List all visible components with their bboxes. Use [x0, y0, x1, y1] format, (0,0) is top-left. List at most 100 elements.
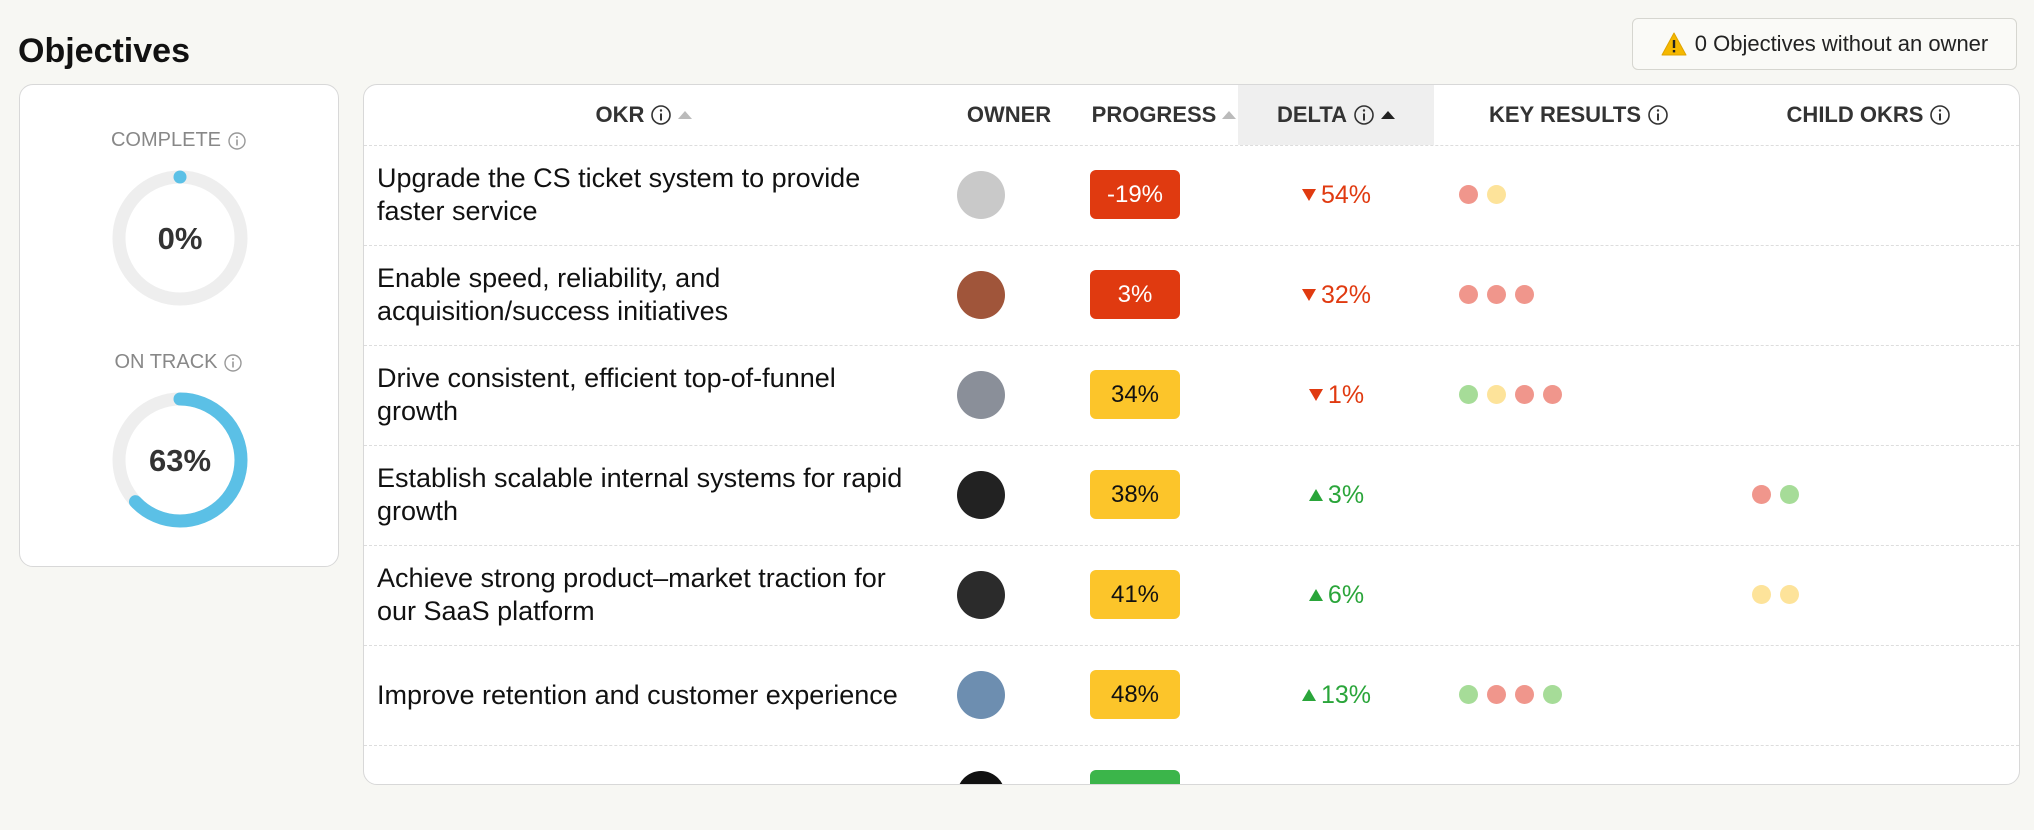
key-results-dots	[1459, 385, 1562, 404]
info-icon[interactable]	[1647, 104, 1669, 126]
delta: 32%	[1238, 245, 1434, 345]
okr-title[interactable]: Drive consistent, efficient top-of-funne…	[377, 363, 836, 426]
unowned-warning-button[interactable]: 0 Objectives without an owner	[1632, 18, 2017, 70]
warning-text: 0 Objectives without an owner	[1694, 31, 1989, 56]
okr-title[interactable]: Achieve strong product–market traction f…	[377, 563, 886, 626]
column-header[interactable]: OWNER	[939, 85, 1079, 145]
okr-table: OKR OWNER PROGRESS DELTA KEY RESULTS CHILD OK…	[363, 84, 2020, 785]
status-dot	[1459, 185, 1478, 204]
owner-avatar	[957, 771, 1005, 784]
delta-value: 3%	[1327, 480, 1365, 509]
column-header[interactable]: PROGRESS	[1079, 85, 1249, 145]
on-track-donut	[112, 392, 248, 528]
info-icon[interactable]	[650, 104, 672, 126]
column-header[interactable]: KEY RESULTS	[1434, 85, 1724, 145]
okr-title[interactable]: Improve measurement, targeting, and	[377, 745, 917, 785]
info-dot	[1656, 109, 1660, 112]
trend-arrow	[1308, 489, 1323, 501]
status-dot	[1487, 285, 1506, 304]
trend-arrow	[1301, 689, 1316, 701]
info-ring	[1930, 105, 1951, 125]
trend-triangle	[1308, 489, 1323, 501]
owner-avatar	[957, 571, 1005, 619]
delta-value: 1%	[1327, 380, 1365, 409]
column-title: DELTA	[1276, 102, 1348, 127]
trend-arrow	[1308, 389, 1323, 401]
info-ring	[1648, 105, 1668, 125]
okr-title[interactable]: Establish scalable internal systems for …	[377, 463, 903, 526]
trend-arrow	[1301, 289, 1316, 301]
column-header[interactable]: CHILD OKRS	[1724, 85, 2014, 145]
delta-value: 6%	[1327, 580, 1365, 609]
status-dot	[1487, 385, 1506, 404]
column-header[interactable]: OKR	[364, 85, 924, 145]
table-row[interactable]: Improve retention and customer experienc…	[364, 645, 2019, 746]
key-results-dots	[1459, 285, 1534, 304]
column-title: OWNER	[966, 102, 1052, 127]
status-dot	[1459, 385, 1478, 404]
table-row[interactable]: Improve measurement, targeting, and 73%	[364, 745, 2019, 785]
status-dot	[1487, 185, 1506, 204]
key-results-dots	[1459, 685, 1562, 704]
sorted-column-bg	[1238, 85, 1434, 145]
page-title: Objectives	[18, 32, 190, 70]
delta: 6%	[1238, 545, 1434, 645]
trend-triangle	[1301, 689, 1316, 701]
trend-triangle	[1301, 189, 1316, 201]
sort-arrow	[678, 111, 693, 119]
delta: 1%	[1238, 345, 1434, 445]
complete-donut	[112, 170, 248, 306]
column-header[interactable]: DELTA	[1238, 85, 1434, 145]
owner-avatar	[957, 671, 1005, 719]
delta: 13%	[1238, 645, 1434, 745]
progress-badge: 3%	[1090, 270, 1180, 319]
status-dot	[1780, 585, 1799, 604]
info-icon[interactable]	[1353, 104, 1375, 126]
trend-triangle	[1301, 289, 1316, 301]
info-stem	[1657, 113, 1659, 121]
info-icon[interactable]	[1929, 104, 1951, 126]
child-okrs-dots	[1752, 585, 1799, 604]
info-dot	[1362, 109, 1366, 112]
owner-avatar	[957, 171, 1005, 219]
info-icon[interactable]	[223, 353, 243, 373]
complete-metric: COMPLETE	[20, 129, 338, 152]
key-results-dots	[1459, 185, 1506, 204]
info-stem	[1363, 113, 1366, 121]
progress-badge: -19%	[1090, 170, 1180, 219]
metric-label: COMPLETE	[110, 129, 222, 151]
on-track-value: 63%	[148, 443, 212, 478]
delta-value: 32%	[1320, 280, 1372, 309]
on-track-metric: ON TRACK	[20, 351, 338, 374]
okr-title[interactable]: Enable speed, reliability, and acquisiti…	[377, 263, 729, 326]
column-title: KEY RESULTS	[1489, 102, 1641, 127]
table-row[interactable]: Drive consistent, efficient top-of-funne…	[364, 345, 2019, 446]
progress-badge: 41%	[1090, 570, 1180, 619]
info-stem	[660, 113, 663, 121]
table-row[interactable]: Upgrade the CS ticket system to provide …	[364, 145, 2019, 246]
sort-arrow	[1381, 111, 1396, 119]
info-icon[interactable]	[227, 131, 247, 151]
metric-label: ON TRACK	[114, 351, 218, 373]
delta-value: 13%	[1320, 680, 1372, 709]
delta: 54%	[1238, 145, 1434, 245]
donut-arc	[112, 170, 248, 306]
table-row[interactable]: Establish scalable internal systems for …	[364, 445, 2019, 546]
progress-badge: 73%	[1090, 770, 1180, 784]
table-row[interactable]: Enable speed, reliability, and acquisiti…	[364, 245, 2019, 346]
okr-title[interactable]: Upgrade the CS ticket system to provide …	[377, 163, 861, 226]
trend-triangle	[1308, 389, 1323, 401]
table-row[interactable]: Achieve strong product–market traction f…	[364, 545, 2019, 646]
donut-arc	[112, 392, 248, 528]
status-dot	[1752, 585, 1771, 604]
okr-title[interactable]: Improve retention and customer experienc…	[377, 679, 898, 710]
delta: 3%	[1238, 445, 1434, 545]
progress-badge: 34%	[1090, 370, 1180, 419]
table-header: OKR OWNER PROGRESS DELTA KEY RESULTS CHILD OK…	[364, 85, 2019, 146]
status-dot	[1459, 285, 1478, 304]
status-dot	[1515, 385, 1534, 404]
status-dot	[1780, 485, 1799, 504]
status-dot	[1515, 285, 1534, 304]
trend-arrow	[1301, 189, 1316, 201]
